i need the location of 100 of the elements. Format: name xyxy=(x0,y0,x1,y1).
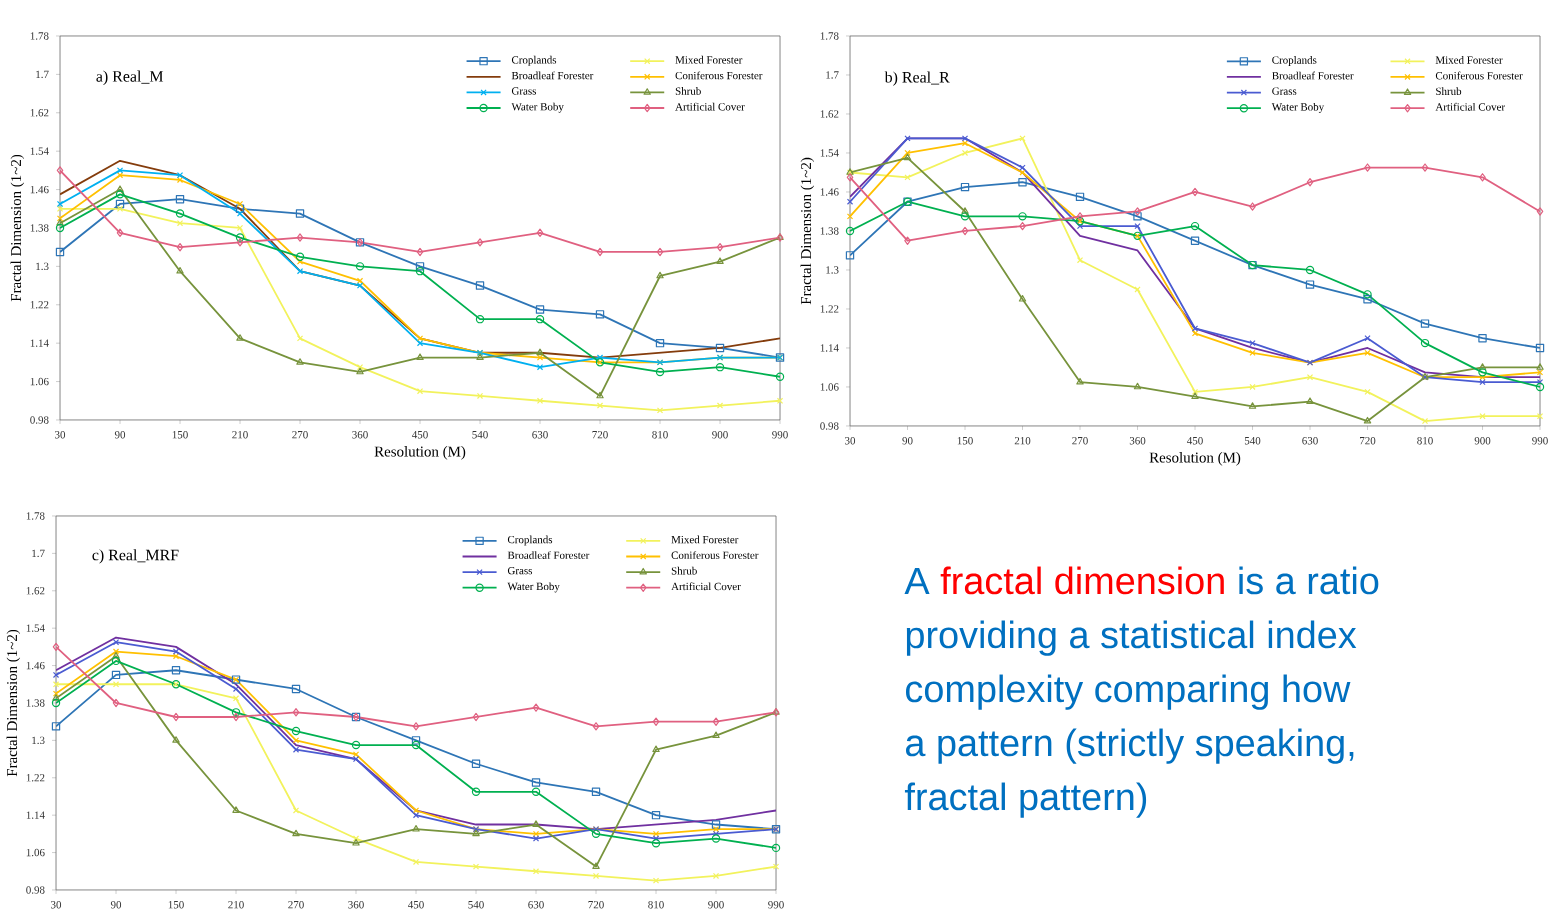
point xyxy=(176,172,184,179)
point xyxy=(656,271,664,279)
point xyxy=(472,712,480,722)
point xyxy=(712,717,720,726)
point xyxy=(116,172,124,179)
point xyxy=(1190,221,1200,231)
point xyxy=(292,708,300,717)
point xyxy=(655,338,665,348)
point xyxy=(712,872,720,880)
point xyxy=(1305,265,1315,275)
point xyxy=(236,334,244,341)
point xyxy=(292,807,300,814)
point xyxy=(112,698,120,708)
point xyxy=(1190,236,1200,245)
point xyxy=(1364,349,1371,356)
point xyxy=(535,314,545,324)
point xyxy=(471,787,481,796)
point xyxy=(292,746,300,753)
point xyxy=(236,238,244,247)
point xyxy=(171,666,181,675)
point xyxy=(716,402,724,409)
point xyxy=(904,236,911,245)
point xyxy=(1191,187,1199,197)
point xyxy=(961,207,969,214)
point xyxy=(232,712,240,722)
point xyxy=(1076,257,1084,264)
point xyxy=(960,182,970,192)
point xyxy=(532,820,540,827)
point xyxy=(1306,397,1314,404)
point xyxy=(536,348,544,356)
point xyxy=(412,812,420,819)
point xyxy=(292,829,300,837)
point xyxy=(532,830,540,838)
point xyxy=(596,247,604,257)
point xyxy=(715,343,725,353)
point xyxy=(531,787,541,796)
point xyxy=(1478,334,1487,343)
point xyxy=(116,167,124,174)
point xyxy=(176,242,184,252)
point xyxy=(475,314,485,324)
text: a pattern (strictly speaking, xyxy=(906,728,1354,764)
point xyxy=(961,135,969,142)
point xyxy=(472,863,480,870)
point xyxy=(1305,280,1315,289)
point xyxy=(416,340,424,347)
point xyxy=(592,872,600,880)
point xyxy=(961,226,969,236)
point xyxy=(656,247,664,257)
point xyxy=(904,135,911,142)
point xyxy=(1364,335,1371,342)
point xyxy=(1420,338,1430,348)
point xyxy=(1249,349,1256,356)
point xyxy=(1478,363,1487,370)
point xyxy=(536,397,544,404)
point xyxy=(651,839,661,848)
point xyxy=(111,656,121,666)
point xyxy=(1133,382,1142,390)
point xyxy=(1134,222,1141,230)
point xyxy=(1421,163,1429,172)
point xyxy=(416,388,424,395)
point xyxy=(1076,377,1084,385)
point xyxy=(595,310,605,319)
point xyxy=(1018,295,1027,302)
point xyxy=(596,391,604,399)
point xyxy=(1479,173,1486,182)
point xyxy=(1306,374,1314,381)
point xyxy=(176,220,184,227)
point xyxy=(411,740,421,750)
point xyxy=(416,353,424,360)
point xyxy=(1019,135,1026,142)
point xyxy=(291,726,301,736)
point xyxy=(231,708,241,717)
point xyxy=(715,362,725,372)
point xyxy=(1306,178,1314,187)
point xyxy=(652,830,660,838)
point xyxy=(961,140,969,147)
point xyxy=(296,358,304,365)
point xyxy=(536,364,544,371)
point xyxy=(651,810,661,820)
point xyxy=(115,190,125,199)
point xyxy=(1364,388,1371,395)
point xyxy=(356,277,364,284)
point xyxy=(1019,164,1026,171)
point xyxy=(111,670,121,680)
point xyxy=(175,194,185,204)
point xyxy=(175,209,185,218)
point xyxy=(295,209,305,218)
point xyxy=(236,210,244,217)
point xyxy=(232,806,240,813)
point xyxy=(116,205,124,212)
point xyxy=(652,877,660,884)
point xyxy=(536,354,544,361)
point xyxy=(116,185,124,192)
point xyxy=(172,712,180,722)
point xyxy=(716,257,724,264)
point xyxy=(532,703,540,712)
point xyxy=(596,402,604,409)
point xyxy=(412,722,420,731)
point xyxy=(476,238,484,247)
point xyxy=(1019,221,1026,231)
